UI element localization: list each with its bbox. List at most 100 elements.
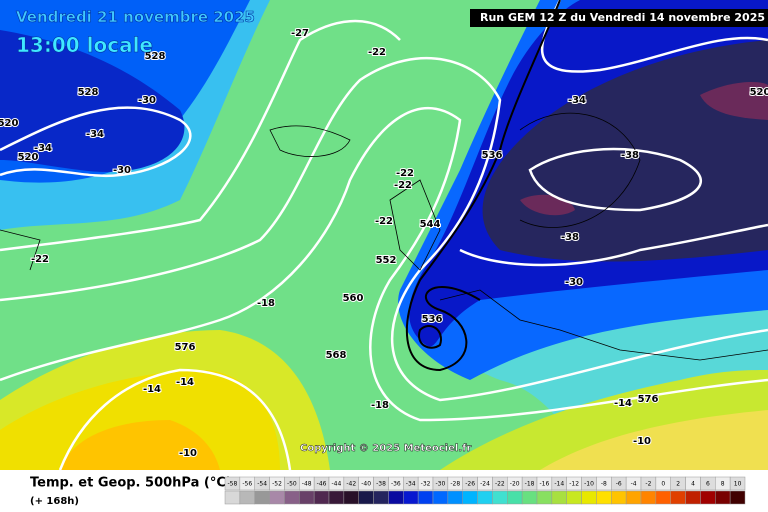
scale-swatch [477, 490, 493, 505]
coast [389, 179, 441, 271]
run-banner [470, 9, 768, 27]
contour-label: 576 [638, 394, 659, 405]
scale-swatch [492, 490, 508, 505]
scale-label: -10 [584, 481, 594, 488]
scale-label: -38 [376, 481, 386, 488]
contour-label: 520 [18, 152, 39, 163]
contour [0, 19, 401, 252]
scale-label: -26 [465, 481, 475, 488]
contour-label: 528 [145, 51, 166, 62]
scale-swatch [254, 490, 270, 505]
scale-swatch [447, 490, 463, 505]
time-text: 13:00 locale [16, 33, 153, 57]
contour-label: -30 [113, 165, 131, 176]
contour-label: -22 [396, 168, 414, 179]
contour-label: -14 [143, 384, 161, 395]
scale-swatch [284, 490, 300, 505]
contour-label: -22 [31, 254, 49, 265]
scale-swatch [432, 490, 449, 505]
contour-label: -34 [86, 129, 104, 140]
contour-label: 528 [78, 87, 99, 98]
isotherms [0, 0, 768, 471]
scale-label: -22 [495, 481, 505, 488]
scale-label: -8 [601, 481, 607, 488]
contour [0, 57, 768, 402]
scale-label: -30 [436, 481, 446, 488]
footer-title: Temp. et Geop. 500hPa (°C) [30, 476, 232, 491]
scale-label: -52 [272, 481, 282, 488]
coast [0, 229, 41, 271]
scale-swatch [299, 490, 315, 505]
contour-label: -18 [257, 298, 275, 309]
scale-label: -16 [540, 481, 550, 488]
copyright: Copyright © 2025 Meteociel.fr [300, 443, 471, 454]
scale-label: -32 [421, 481, 431, 488]
color-scale: -58 -56 -54 -52 -50 -48 -46 -44 -42 -40 -38 -36 -34-… [224, 476, 746, 505]
scale-swatch [269, 490, 285, 505]
scale-swatch [581, 490, 597, 505]
scale-swatch [507, 490, 523, 505]
scale-swatch [729, 490, 746, 505]
scale-label: -6 [616, 481, 622, 488]
contour-label: 536 [482, 150, 503, 161]
contour-label: 544 [420, 219, 441, 230]
scale-label: -40 [361, 481, 371, 488]
contour-label: -14 [176, 377, 194, 388]
scale-swatch [313, 490, 330, 505]
scale-label: -50 [287, 481, 297, 488]
contour-label: -34 [34, 143, 52, 154]
footer-lead: (+ 168h) [30, 496, 79, 507]
coast [269, 125, 351, 157]
coast [519, 112, 641, 228]
scale-swatch [640, 490, 657, 505]
scale-label: -46 [317, 481, 327, 488]
contour-labels: 528528-30520-34-34520-30-27-22-22-34-385… [0, 27, 768, 460]
scale-swatch [224, 490, 241, 505]
contour-label: -10 [633, 436, 651, 447]
contour-label: -22 [394, 180, 412, 191]
contour-label: -30 [138, 95, 156, 106]
scale-label: -34 [406, 481, 416, 488]
scale-swatch [328, 490, 345, 505]
contour-label: -22 [375, 216, 393, 227]
field-purple-1 [700, 82, 768, 120]
scale-swatch [343, 490, 359, 505]
scale-swatch [655, 490, 671, 505]
scale-swatch [462, 490, 478, 505]
contour-label: -38 [621, 150, 639, 161]
scale-label: -28 [450, 481, 460, 488]
contour [58, 368, 292, 471]
field-yellow-w [0, 370, 280, 470]
scale-label: -56 [242, 481, 252, 488]
scale-label: 10 [734, 481, 742, 488]
contour-label: -34 [568, 95, 586, 106]
field-yellow-e [540, 410, 768, 470]
scale-swatch [670, 490, 686, 505]
scale-label: -54 [257, 481, 267, 488]
contour-label: -18 [371, 400, 389, 411]
contour-label: 576 [175, 342, 196, 353]
scale-label: -44 [332, 481, 342, 488]
contour [0, 106, 192, 178]
coast [439, 289, 768, 361]
contour-label: -30 [565, 277, 583, 288]
scale-swatch [417, 490, 434, 505]
scale-label: -12 [569, 481, 579, 488]
scale-swatch [358, 490, 374, 505]
scale-label: -42 [346, 481, 356, 488]
scale-label: 2 [676, 481, 680, 488]
contour-label: 552 [376, 255, 397, 266]
contour-label: -22 [368, 47, 386, 58]
scale-swatch [521, 490, 538, 505]
scale-swatch [625, 490, 642, 505]
contour [0, 107, 768, 422]
scale-swatch [388, 490, 404, 505]
scale-swatch [715, 490, 731, 505]
scale-label: -18 [525, 481, 535, 488]
scale-label: -24 [480, 481, 490, 488]
scale-label: 8 [721, 481, 725, 488]
run-text: Run GEM 12 Z du Vendredi 14 novembre 202… [480, 11, 765, 24]
scale-swatch [403, 490, 419, 505]
scale-label: -4 [631, 481, 637, 488]
